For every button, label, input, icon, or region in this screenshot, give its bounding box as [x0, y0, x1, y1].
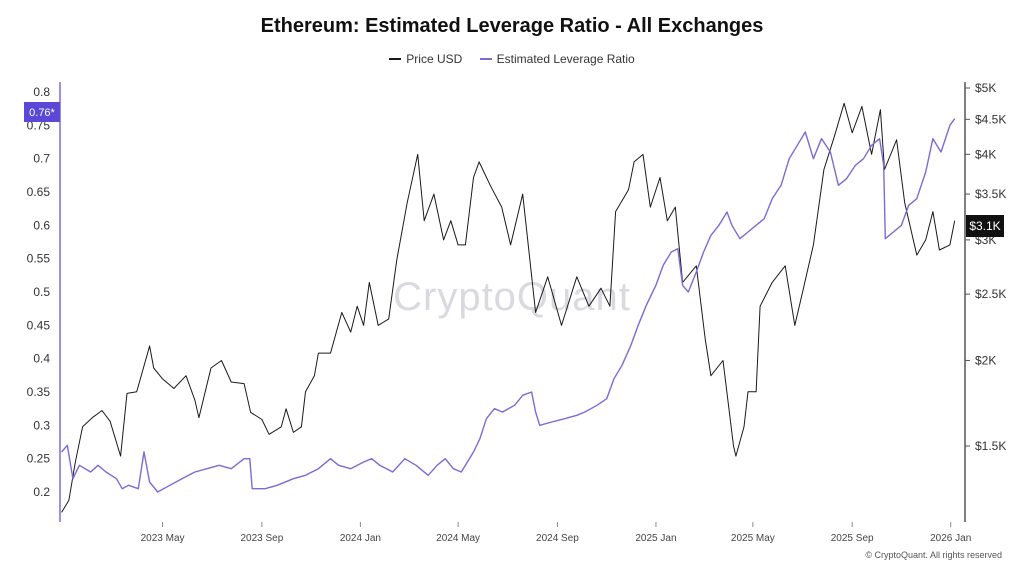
- left-tick-label: 0.8: [33, 85, 50, 99]
- x-tick-label: 2024 Sep: [536, 533, 579, 544]
- legend-swatch-price: [389, 58, 402, 60]
- legend-item-leverage[interactable]: Estimated Leverage Ratio: [479, 52, 635, 66]
- price-badge-label: $3.1K: [969, 219, 1000, 233]
- x-tick-label: 2025 Jan: [635, 533, 676, 544]
- x-tick-label: 2024 May: [436, 533, 480, 544]
- right-y-axis: $5K$4.5K$4K$3.5K$3K$2.5K$2K$1.5K: [964, 81, 1006, 522]
- series-layer: [61, 102, 956, 513]
- left-tick-label: 0.35: [27, 385, 51, 399]
- right-tick-label: $3.5K: [975, 187, 1006, 201]
- x-tick-label: 2023 May: [141, 533, 185, 544]
- left-tick-label: 0.7: [33, 152, 50, 166]
- left-tick-label: 0.3: [33, 418, 50, 432]
- legend-label-price: Price USD: [406, 52, 463, 66]
- right-tick-label: $4.5K: [975, 112, 1006, 126]
- x-axis: 2023 May 2023 Sep 2024 Jan 2024 May 2024 Sep…: [141, 522, 971, 544]
- x-tick-label: 2026 Jan: [930, 533, 971, 544]
- left-tick-label: 0.45: [27, 318, 51, 332]
- legend-swatch-leverage: [479, 58, 492, 60]
- leverage-badge-label: 0.76*: [29, 107, 55, 119]
- x-tick-label: 2025 Sep: [831, 533, 874, 544]
- left-tick-label: 0.2: [33, 485, 50, 499]
- legend: Price USD Estimated Leverage Ratio: [0, 49, 1024, 66]
- x-tick-label: 2024 Jan: [340, 533, 381, 544]
- price-usd-line: [61, 102, 956, 513]
- right-tick-label: $2K: [975, 353, 996, 367]
- right-tick-label: $4K: [975, 147, 996, 161]
- x-tick-label: 2025 May: [731, 533, 775, 544]
- left-tick-label: 0.6: [33, 218, 50, 232]
- left-y-axis: 0.80.750.70.650.60.550.50.450.40.350.30.…: [27, 82, 61, 522]
- left-tick-label: 0.25: [27, 452, 51, 466]
- leverage-ratio-line: [61, 118, 956, 493]
- left-tick-label: 0.55: [27, 252, 51, 266]
- leverage-badge-bg: [24, 102, 60, 122]
- right-tick-label: $5K: [975, 81, 996, 95]
- watermark: CryptoQuant: [393, 275, 631, 319]
- right-tick-label: $1.5K: [975, 439, 1006, 453]
- legend-item-price[interactable]: Price USD: [389, 52, 462, 66]
- left-tick-label: 0.65: [27, 185, 51, 199]
- legend-label-leverage: Estimated Leverage Ratio: [496, 52, 635, 66]
- chart-title: Ethereum: Estimated Leverage Ratio - All…: [260, 15, 764, 37]
- left-tick-label: 0.4: [33, 352, 50, 366]
- price-badge-bg: [966, 215, 1004, 237]
- x-tick-label: 2023 Sep: [240, 533, 283, 544]
- left-tick-label: 0.5: [33, 285, 50, 299]
- value-badges: 0.76* $3.1K: [24, 102, 1004, 237]
- right-tick-label: $2.5K: [975, 287, 1006, 301]
- copyright-text: © CryptoQuant. All rights reserved: [865, 550, 1002, 560]
